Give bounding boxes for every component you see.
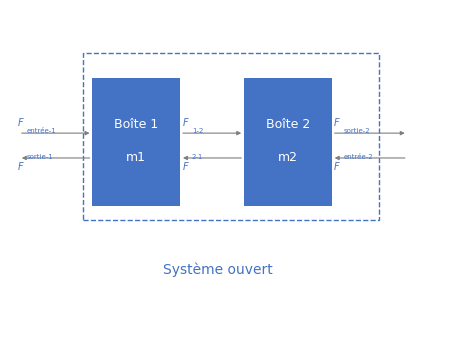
Text: $F$: $F$ — [182, 160, 189, 173]
Text: m1: m1 — [126, 152, 146, 164]
Text: $F$: $F$ — [333, 116, 341, 128]
Text: sortie-2: sortie-2 — [344, 128, 370, 134]
Text: entrée-2: entrée-2 — [344, 154, 373, 160]
Text: $F$: $F$ — [17, 116, 24, 128]
Bar — [244, 78, 332, 206]
Bar — [83, 53, 379, 220]
Text: Boîte 2: Boîte 2 — [266, 118, 310, 131]
Text: $F$: $F$ — [333, 160, 341, 173]
Text: entrée-1: entrée-1 — [27, 128, 57, 134]
Bar — [92, 78, 180, 206]
Text: $F$: $F$ — [17, 160, 24, 173]
Text: 1-2: 1-2 — [192, 128, 203, 134]
Text: Boîte 1: Boîte 1 — [114, 118, 158, 131]
Text: $F$: $F$ — [182, 116, 189, 128]
Text: 2-1: 2-1 — [192, 154, 203, 160]
Text: m2: m2 — [278, 152, 298, 164]
Text: Système ouvert: Système ouvert — [163, 263, 273, 277]
Text: sortie-1: sortie-1 — [27, 154, 54, 160]
